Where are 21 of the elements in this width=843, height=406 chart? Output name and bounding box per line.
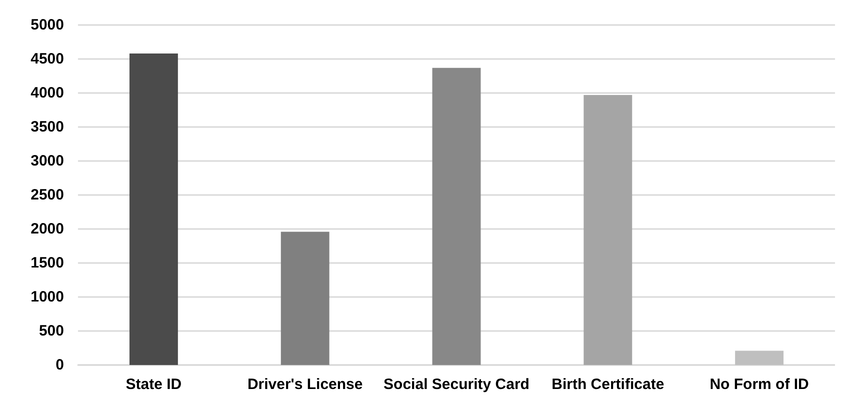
y-tick-label: 4000 xyxy=(30,84,64,102)
bar xyxy=(584,95,632,365)
y-tick-label: 3500 xyxy=(30,118,64,136)
y-tick-label: 4500 xyxy=(30,50,64,68)
x-tick-label: Social Security Card xyxy=(384,376,530,393)
bar xyxy=(432,68,481,365)
y-tick-label: 2000 xyxy=(30,220,64,238)
x-tick-label: No Form of ID xyxy=(710,376,810,393)
y-tick-label: 2500 xyxy=(30,186,64,204)
x-tick-label: State ID xyxy=(126,376,182,393)
x-tick-label: Birth Certificate xyxy=(552,376,664,393)
bar xyxy=(735,350,784,365)
bar xyxy=(129,54,178,365)
y-tick-label: 5000 xyxy=(30,16,64,34)
y-tick-label: 1000 xyxy=(30,288,64,306)
x-tick-label: Driver's License xyxy=(247,376,363,393)
bar xyxy=(280,232,330,365)
y-tick-label: 500 xyxy=(38,322,64,340)
y-tick-label: 0 xyxy=(56,356,64,374)
y-tick-label: 3000 xyxy=(30,152,64,170)
y-tick-label: 1500 xyxy=(30,254,64,272)
